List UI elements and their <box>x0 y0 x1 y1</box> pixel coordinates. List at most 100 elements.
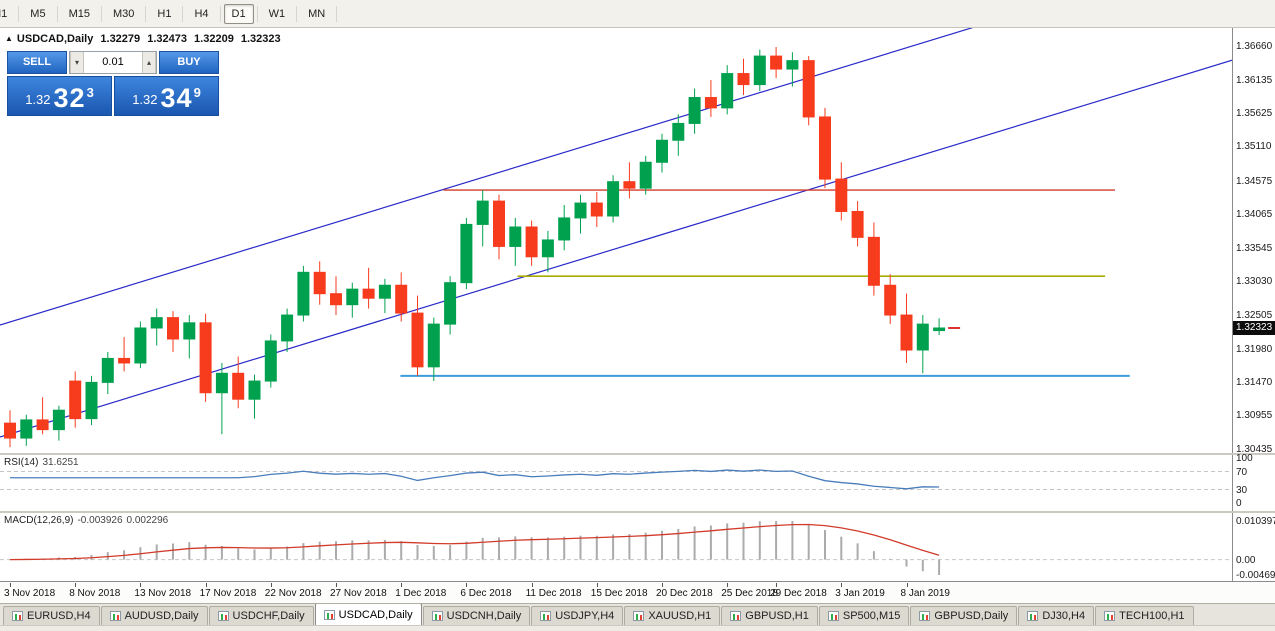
macd-signal-value: 0.002296 <box>126 515 169 526</box>
chart-tab-SP500-M15[interactable]: SP500,M15 <box>818 606 910 625</box>
timeframe-button-D1[interactable]: D1 <box>223 3 254 24</box>
chart-tab-icon <box>919 611 931 621</box>
chart-tab-icon <box>431 611 443 621</box>
bid-price-sup: 3 <box>86 85 94 100</box>
chart-tabs-bar: EURUSD,H4 AUDUSD,Daily USDCHF,Daily USDCAD,… <box>0 603 1275 625</box>
rsi-axis-label: 70 <box>1236 466 1248 478</box>
price-axis-label: 1.30435 <box>1236 444 1273 456</box>
macd-canvas <box>0 521 1232 575</box>
toolbar-separator <box>256 5 258 22</box>
time-axis-tick <box>336 583 337 587</box>
macd-header: MACD(12,26,9) -0.003926 0.002296 <box>4 515 168 526</box>
timeframe-button-M30[interactable]: M30 <box>112 7 135 20</box>
chart-tab-USDCAD-Daily[interactable]: USDCAD,Daily <box>314 604 422 625</box>
time-axis[interactable]: 3 Nov 2018 8 Nov 2018 13 Nov 2018 17 Nov 20… <box>0 581 1275 603</box>
ask-price-big: 34 <box>160 83 193 113</box>
rsi-axis-label: 100 <box>1236 453 1253 464</box>
macd-axis-label: 0.010397 <box>1236 516 1275 527</box>
rsi-canvas <box>0 469 1232 490</box>
toolbar-separator <box>18 5 20 22</box>
rsi-axis-label: 0 <box>1236 498 1242 509</box>
chart-tab-TECH100-H1[interactable]: TECH100,H1 <box>1095 606 1194 625</box>
time-axis-label: 27 Nov 2018 <box>330 588 387 599</box>
time-axis-tick <box>531 583 533 587</box>
chart-tab-label: USDCNH,Daily <box>446 610 522 622</box>
ohlc-low: 1.32209 <box>194 33 234 45</box>
time-axis-label: 17 Nov 2018 <box>199 588 257 599</box>
chart-tab-icon <box>12 611 23 621</box>
chart-tab-icon <box>730 611 742 621</box>
time-axis-label: 11 Dec 2018 <box>525 588 582 599</box>
trend-channel-line[interactable] <box>0 28 1232 326</box>
ohlc-close: 1.32323 <box>240 33 281 45</box>
time-axis-label: 6 Dec 2018 <box>460 588 512 599</box>
timeframe-button-H4[interactable]: H4 <box>194 7 209 20</box>
time-axis-label: 1 Dec 2018 <box>395 588 447 599</box>
sell-button[interactable]: SELL <box>7 51 67 74</box>
timeframe-button-MN[interactable]: MN <box>308 7 326 20</box>
chart-tab-label: TECH100,H1 <box>1119 610 1185 622</box>
timeframe-button-M1[interactable]: M1 <box>0 7 8 20</box>
chart-tab-GBPUSD-H1[interactable]: GBPUSD,H1 <box>721 606 818 625</box>
time-axis-label: 8 Jan 2019 <box>900 588 951 599</box>
chart-tab-AUDUSD-Daily[interactable]: AUDUSD,Daily <box>100 606 208 625</box>
volume-increase-button[interactable]: ▴ <box>142 52 156 73</box>
macd-axis-label: 0.00 <box>1236 554 1256 566</box>
chart-tab-USDCHF-Daily[interactable]: USDCHF,Daily <box>208 606 314 625</box>
timeframe-button-H1[interactable]: H1 <box>157 7 172 20</box>
timeframe-button-M15[interactable]: M15 <box>68 7 90 20</box>
chart-header: ▲ USDCAD,Daily 1.32279 1.32473 1.32209 1.… <box>5 33 285 45</box>
time-axis-tick <box>727 583 729 587</box>
price-axis-label: 1.34575 <box>1236 176 1273 187</box>
volume-input[interactable]: 0.01 <box>102 56 124 68</box>
chart-tab-EURUSD-H4[interactable]: EURUSD,H4 <box>3 606 100 625</box>
toolbar-separator <box>145 5 147 22</box>
panel-splitter[interactable] <box>0 453 1275 455</box>
chart-tab-USDJPY-H4[interactable]: USDJPY,H4 <box>531 606 624 625</box>
chart-tab-XAUUSD-H1[interactable]: XAUUSD,H1 <box>624 606 721 625</box>
price-axis-label: 1.33030 <box>1236 276 1273 288</box>
price-axis-label: 1.36660 <box>1236 41 1273 53</box>
rsi-indicator-value: 31.6251 <box>42 457 79 468</box>
price-axis-label: 1.32505 <box>1236 310 1273 322</box>
volume-decrease-button[interactable]: ▾ <box>70 52 84 73</box>
timeframe-button-M5[interactable]: M5 <box>30 7 46 20</box>
macd-signal-line <box>9 523 940 561</box>
time-axis-label: 15 Dec 2018 <box>590 588 648 599</box>
chart-tab-icon <box>1104 611 1116 621</box>
time-axis-tick <box>776 583 778 587</box>
price-axis-label: 1.31470 <box>1236 377 1273 389</box>
price-axis-label: 1.31980 <box>1236 344 1273 355</box>
panel-splitter[interactable] <box>0 511 1275 513</box>
trend-channel-line[interactable] <box>0 59 1232 438</box>
ohlc-open: 1.32279 <box>100 33 141 45</box>
time-axis-tick <box>662 583 663 587</box>
bid-price-display[interactable]: 1.32 32 3 <box>7 76 112 116</box>
rsi-line <box>10 469 940 490</box>
chart-tab-icon <box>1027 611 1039 621</box>
time-axis-tick <box>205 583 207 587</box>
bid-price-big: 32 <box>53 83 86 113</box>
time-axis-tick <box>10 583 11 587</box>
macd-panel[interactable]: MACD(12,26,9) -0.003926 0.002296 <box>0 513 1232 581</box>
time-axis-tick <box>596 583 598 587</box>
chart-tab-USDCNH-Daily[interactable]: USDCNH,Daily <box>422 606 531 625</box>
timeframe-button-W1[interactable]: W1 <box>268 7 286 20</box>
candles <box>4 47 946 448</box>
chart-title: USDCAD,Daily <box>16 33 94 45</box>
chart-tab-GBPUSD-Daily[interactable]: GBPUSD,Daily <box>910 606 1018 625</box>
price-axis-label: 1.30955 <box>1236 410 1273 422</box>
horizontal-scrollbar[interactable] <box>0 625 1275 631</box>
time-axis-label: 13 Nov 2018 <box>134 588 192 599</box>
chart-tab-DJ30-H4[interactable]: DJ30,H4 <box>1018 606 1095 625</box>
ask-price-display[interactable]: 1.32 34 9 <box>114 76 219 116</box>
rsi-panel[interactable]: RSI(14) 31.6251 <box>0 455 1232 511</box>
one-click-trading-panel: SELL ▾ 0.01 ▴ BUY 1.32 32 3 1.32 34 9 <box>7 51 219 116</box>
one-click-toggle-icon[interactable]: ▲ <box>5 34 13 43</box>
ask-price-prefix: 1.32 <box>132 92 158 107</box>
toolbar-separator <box>336 5 338 22</box>
main-chart-canvas[interactable] <box>0 28 1232 453</box>
price-axis[interactable] <box>1232 28 1275 581</box>
buy-button[interactable]: BUY <box>159 51 219 74</box>
